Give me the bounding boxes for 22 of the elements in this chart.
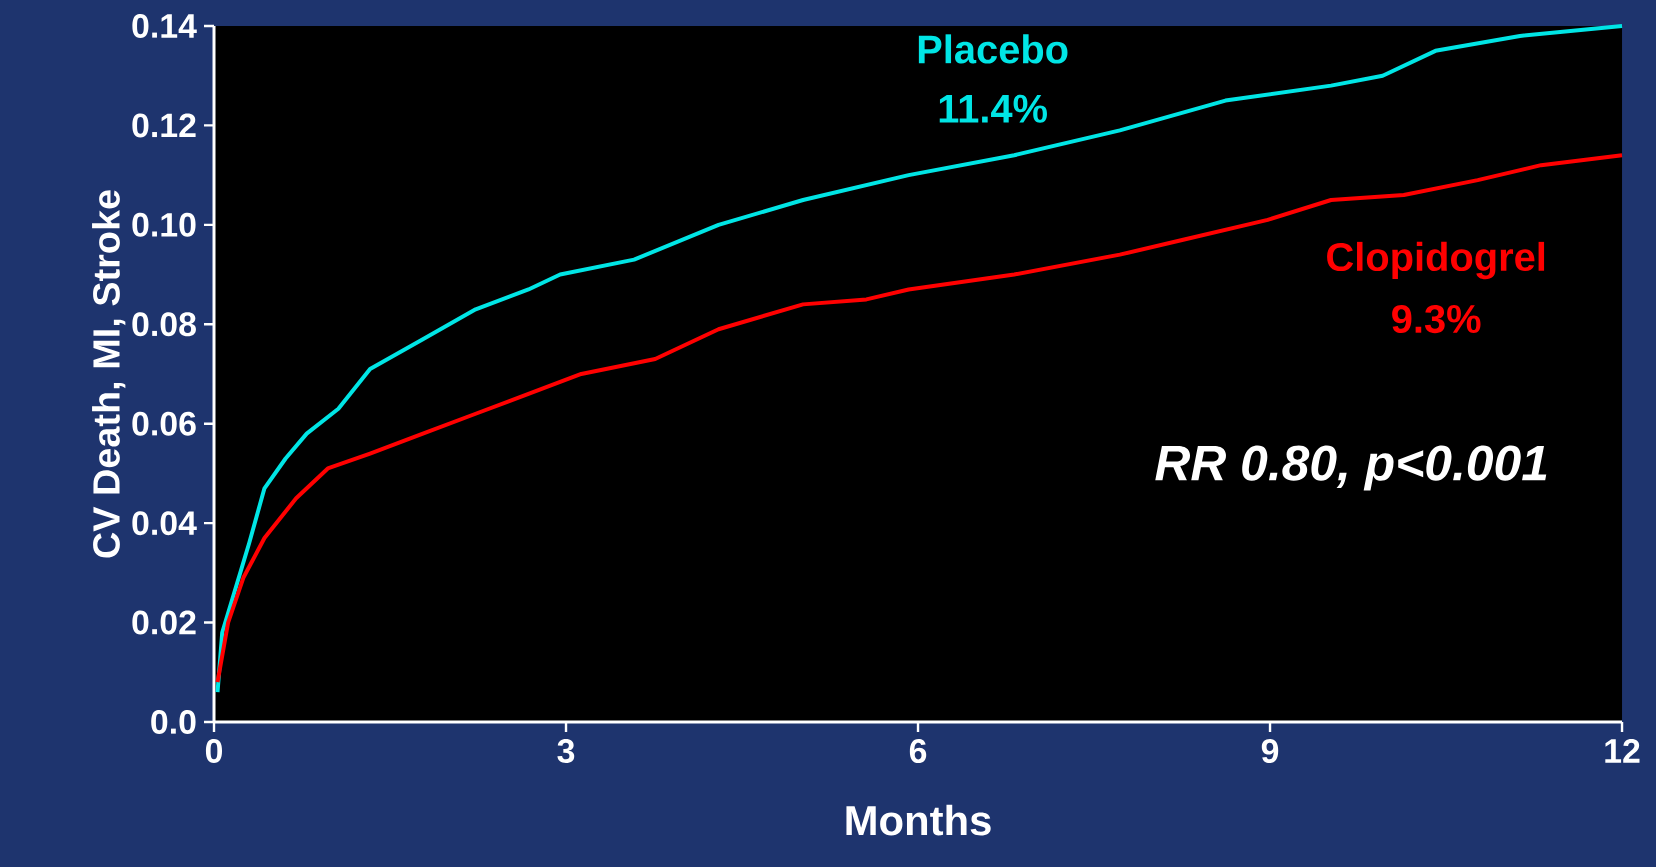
series-label: Placebo bbox=[918, 34, 1068, 64]
y-tick-label: 0.0 bbox=[151, 709, 196, 734]
annotation: 9.3% bbox=[1392, 304, 1481, 334]
y-tick-label: 0.04 bbox=[132, 511, 197, 536]
y-tick-label: 0.14 bbox=[132, 13, 197, 38]
y-tick-label: 0.02 bbox=[132, 610, 196, 635]
y-tick-label: 0.10 bbox=[132, 212, 196, 237]
y-tick-label: 0.12 bbox=[132, 113, 196, 138]
y-tick-label: 0.08 bbox=[132, 312, 196, 337]
series-label: Clopidogrel bbox=[1327, 241, 1545, 280]
x-axis-title: Months bbox=[846, 804, 991, 836]
x-tick-label: 0 bbox=[205, 739, 223, 764]
annotation: RR 0.80, p<0.001 bbox=[1155, 445, 1547, 491]
x-tick-label: 3 bbox=[557, 739, 575, 764]
line-series bbox=[215, 153, 1625, 685]
annotation: 11.4% bbox=[939, 94, 1047, 123]
y-tick-label: 0.06 bbox=[132, 411, 196, 436]
line-series bbox=[215, 23, 1625, 695]
y-axis-title: CV Death, MI, Stroke bbox=[92, 190, 126, 558]
x-tick-label: 12 bbox=[1605, 739, 1640, 763]
x-tick-label: 6 bbox=[909, 739, 927, 764]
x-tick-label: 9 bbox=[1261, 739, 1279, 764]
